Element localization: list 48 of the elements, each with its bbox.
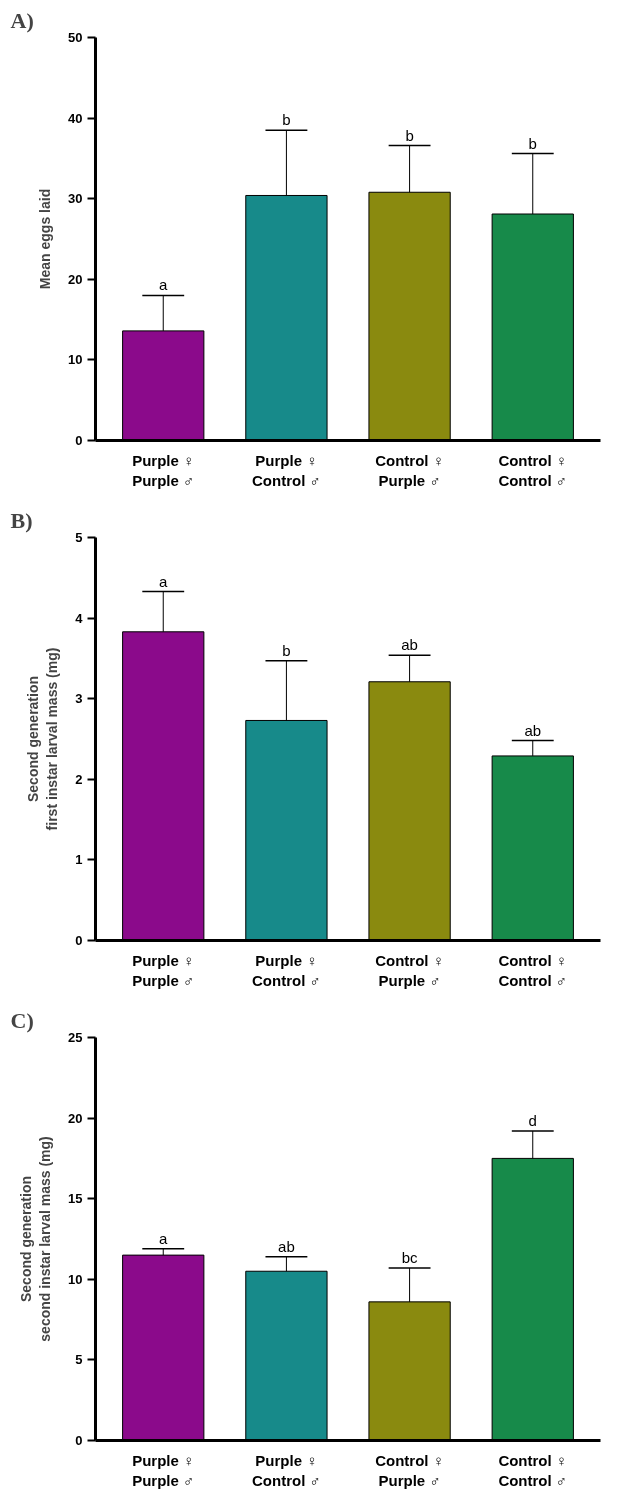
y-tick-label: 15 (68, 1191, 83, 1207)
x-tick-label: Control ♀ Purple ♂ (375, 451, 444, 489)
annotation: bc (401, 1249, 419, 1267)
y-tick-label: 30 (68, 191, 83, 207)
y-tick-label: 20 (68, 1110, 83, 1126)
y-tick-label: 2 (75, 771, 83, 787)
y-tick-label: 25 (68, 1030, 83, 1045)
chart-title: B) (10, 507, 33, 533)
y-tick-label: 1 (75, 852, 83, 868)
x-tick-label: Control ♀ Purple ♂ (375, 1451, 444, 1489)
x-tick-label: Control ♀ Control ♂ (498, 1451, 568, 1489)
annotation: b (528, 134, 537, 152)
chart-title: C) (10, 1007, 34, 1033)
annotation: ab (524, 721, 542, 739)
x-tick-label: Purple ♀ Purple ♂ (132, 951, 195, 989)
y-tick-label: 5 (75, 1352, 83, 1368)
y-tick-label: 0 (75, 933, 83, 948)
annotation: b (282, 111, 291, 129)
y-tick-label: 5 (75, 530, 83, 545)
y-tick-label: 0 (75, 433, 83, 448)
annotation: b (282, 641, 291, 659)
y-tick-label: 4 (75, 610, 84, 626)
x-tick-label: Control ♀ Control ♂ (498, 451, 568, 489)
y-tick-label: 0 (75, 1433, 83, 1448)
chart-title: A) (10, 7, 34, 33)
annotation: d (528, 1112, 537, 1129)
annotation: a (159, 276, 169, 294)
x-tick-label: Purple ♀ Purple ♂ (132, 451, 195, 489)
annotation: a (159, 1229, 169, 1247)
annotation: ab (401, 636, 418, 654)
x-tick-label: Purple ♀ Control ♂ (252, 1451, 321, 1489)
y-tick-label: 3 (75, 691, 83, 707)
y-tick-label: 20 (68, 271, 83, 287)
x-tick-label: Purple ♀ Purple ♂ (132, 1451, 195, 1489)
annotation: ab (278, 1237, 295, 1255)
y-tick-label: 50 (68, 30, 83, 45)
x-tick-label: Control ♀ Control ♂ (498, 951, 568, 989)
y-axis-title: Second generation second instar larval mass (mg) (17, 1136, 54, 1342)
annotation: b (405, 126, 414, 144)
y-axis-title: Second generation first instar larval mass (mg) (25, 647, 61, 831)
x-tick-label: Purple ♀ Control ♂ (252, 951, 321, 989)
annotation: a (159, 572, 169, 590)
y-axis-title: Mean eggs laid (37, 188, 54, 290)
x-tick-label: Control ♀ Purple ♂ (375, 951, 444, 989)
y-tick-label: 10 (68, 352, 83, 368)
y-tick-label: 10 (68, 1271, 83, 1287)
y-tick-label: 40 (68, 110, 83, 126)
x-tick-label: Purple ♀ Control ♂ (252, 451, 321, 489)
